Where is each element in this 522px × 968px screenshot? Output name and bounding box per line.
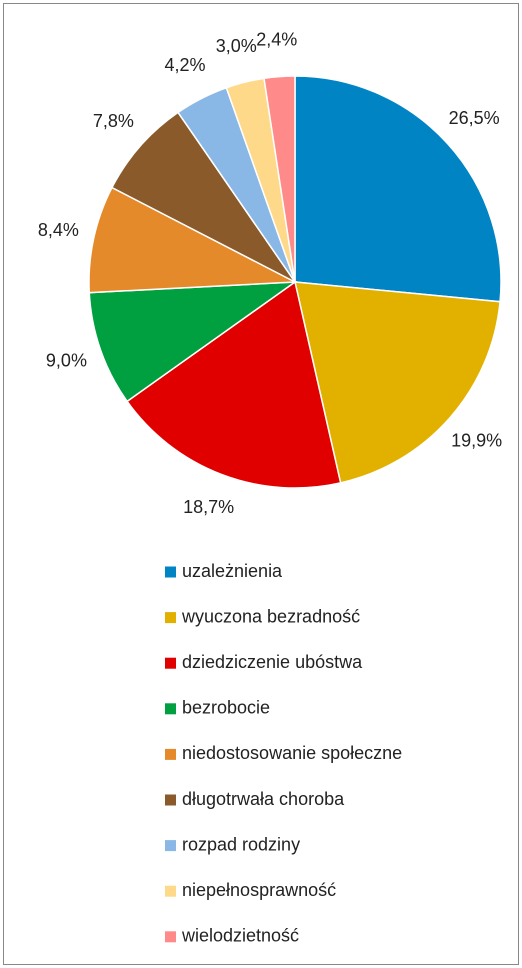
- legend-swatch: [165, 748, 176, 760]
- legend-swatch: [165, 612, 176, 624]
- data-label: 4,2%: [165, 55, 206, 75]
- legend-swatch: [165, 931, 176, 943]
- pie-slice: [88, 186, 298, 294]
- legend-label: niedostosowanie społeczne: [182, 743, 402, 763]
- legend-label: wyuczona bezradność: [181, 606, 360, 626]
- pie-slice: [263, 75, 296, 283]
- legend-label: niepełnosprawność: [182, 880, 336, 900]
- data-label: 18,7%: [183, 497, 234, 517]
- legend-swatch: [165, 840, 176, 852]
- pie-slice: [88, 281, 298, 403]
- data-label: 9,0%: [46, 350, 87, 370]
- legend-label: wielodzietność: [181, 926, 299, 946]
- data-label: 3,0%: [216, 36, 257, 56]
- data-label: 2,4%: [256, 29, 297, 49]
- legend-swatch: [165, 657, 176, 669]
- data-label: 19,9%: [451, 431, 502, 451]
- pie-slice: [110, 111, 296, 283]
- data-label: 8,4%: [38, 220, 79, 240]
- pie-slice: [126, 280, 342, 489]
- legend-swatch: [165, 885, 176, 897]
- legend-label: rozpad rodziny: [182, 834, 300, 854]
- pie-slice: [294, 281, 501, 484]
- pie-slice: [294, 75, 502, 303]
- legend-swatch: [165, 703, 176, 715]
- data-label: 7,8%: [93, 111, 134, 131]
- legend-label: dziedziczenie ubóstwa: [182, 652, 363, 672]
- legend-label: bezrobocie: [182, 698, 270, 718]
- legend-swatch: [165, 794, 176, 806]
- legend-label: długotrwała choroba: [182, 789, 345, 809]
- legend-label: uzależnienia: [182, 561, 283, 581]
- legend-swatch: [165, 566, 176, 578]
- data-label: 26,5%: [449, 108, 500, 128]
